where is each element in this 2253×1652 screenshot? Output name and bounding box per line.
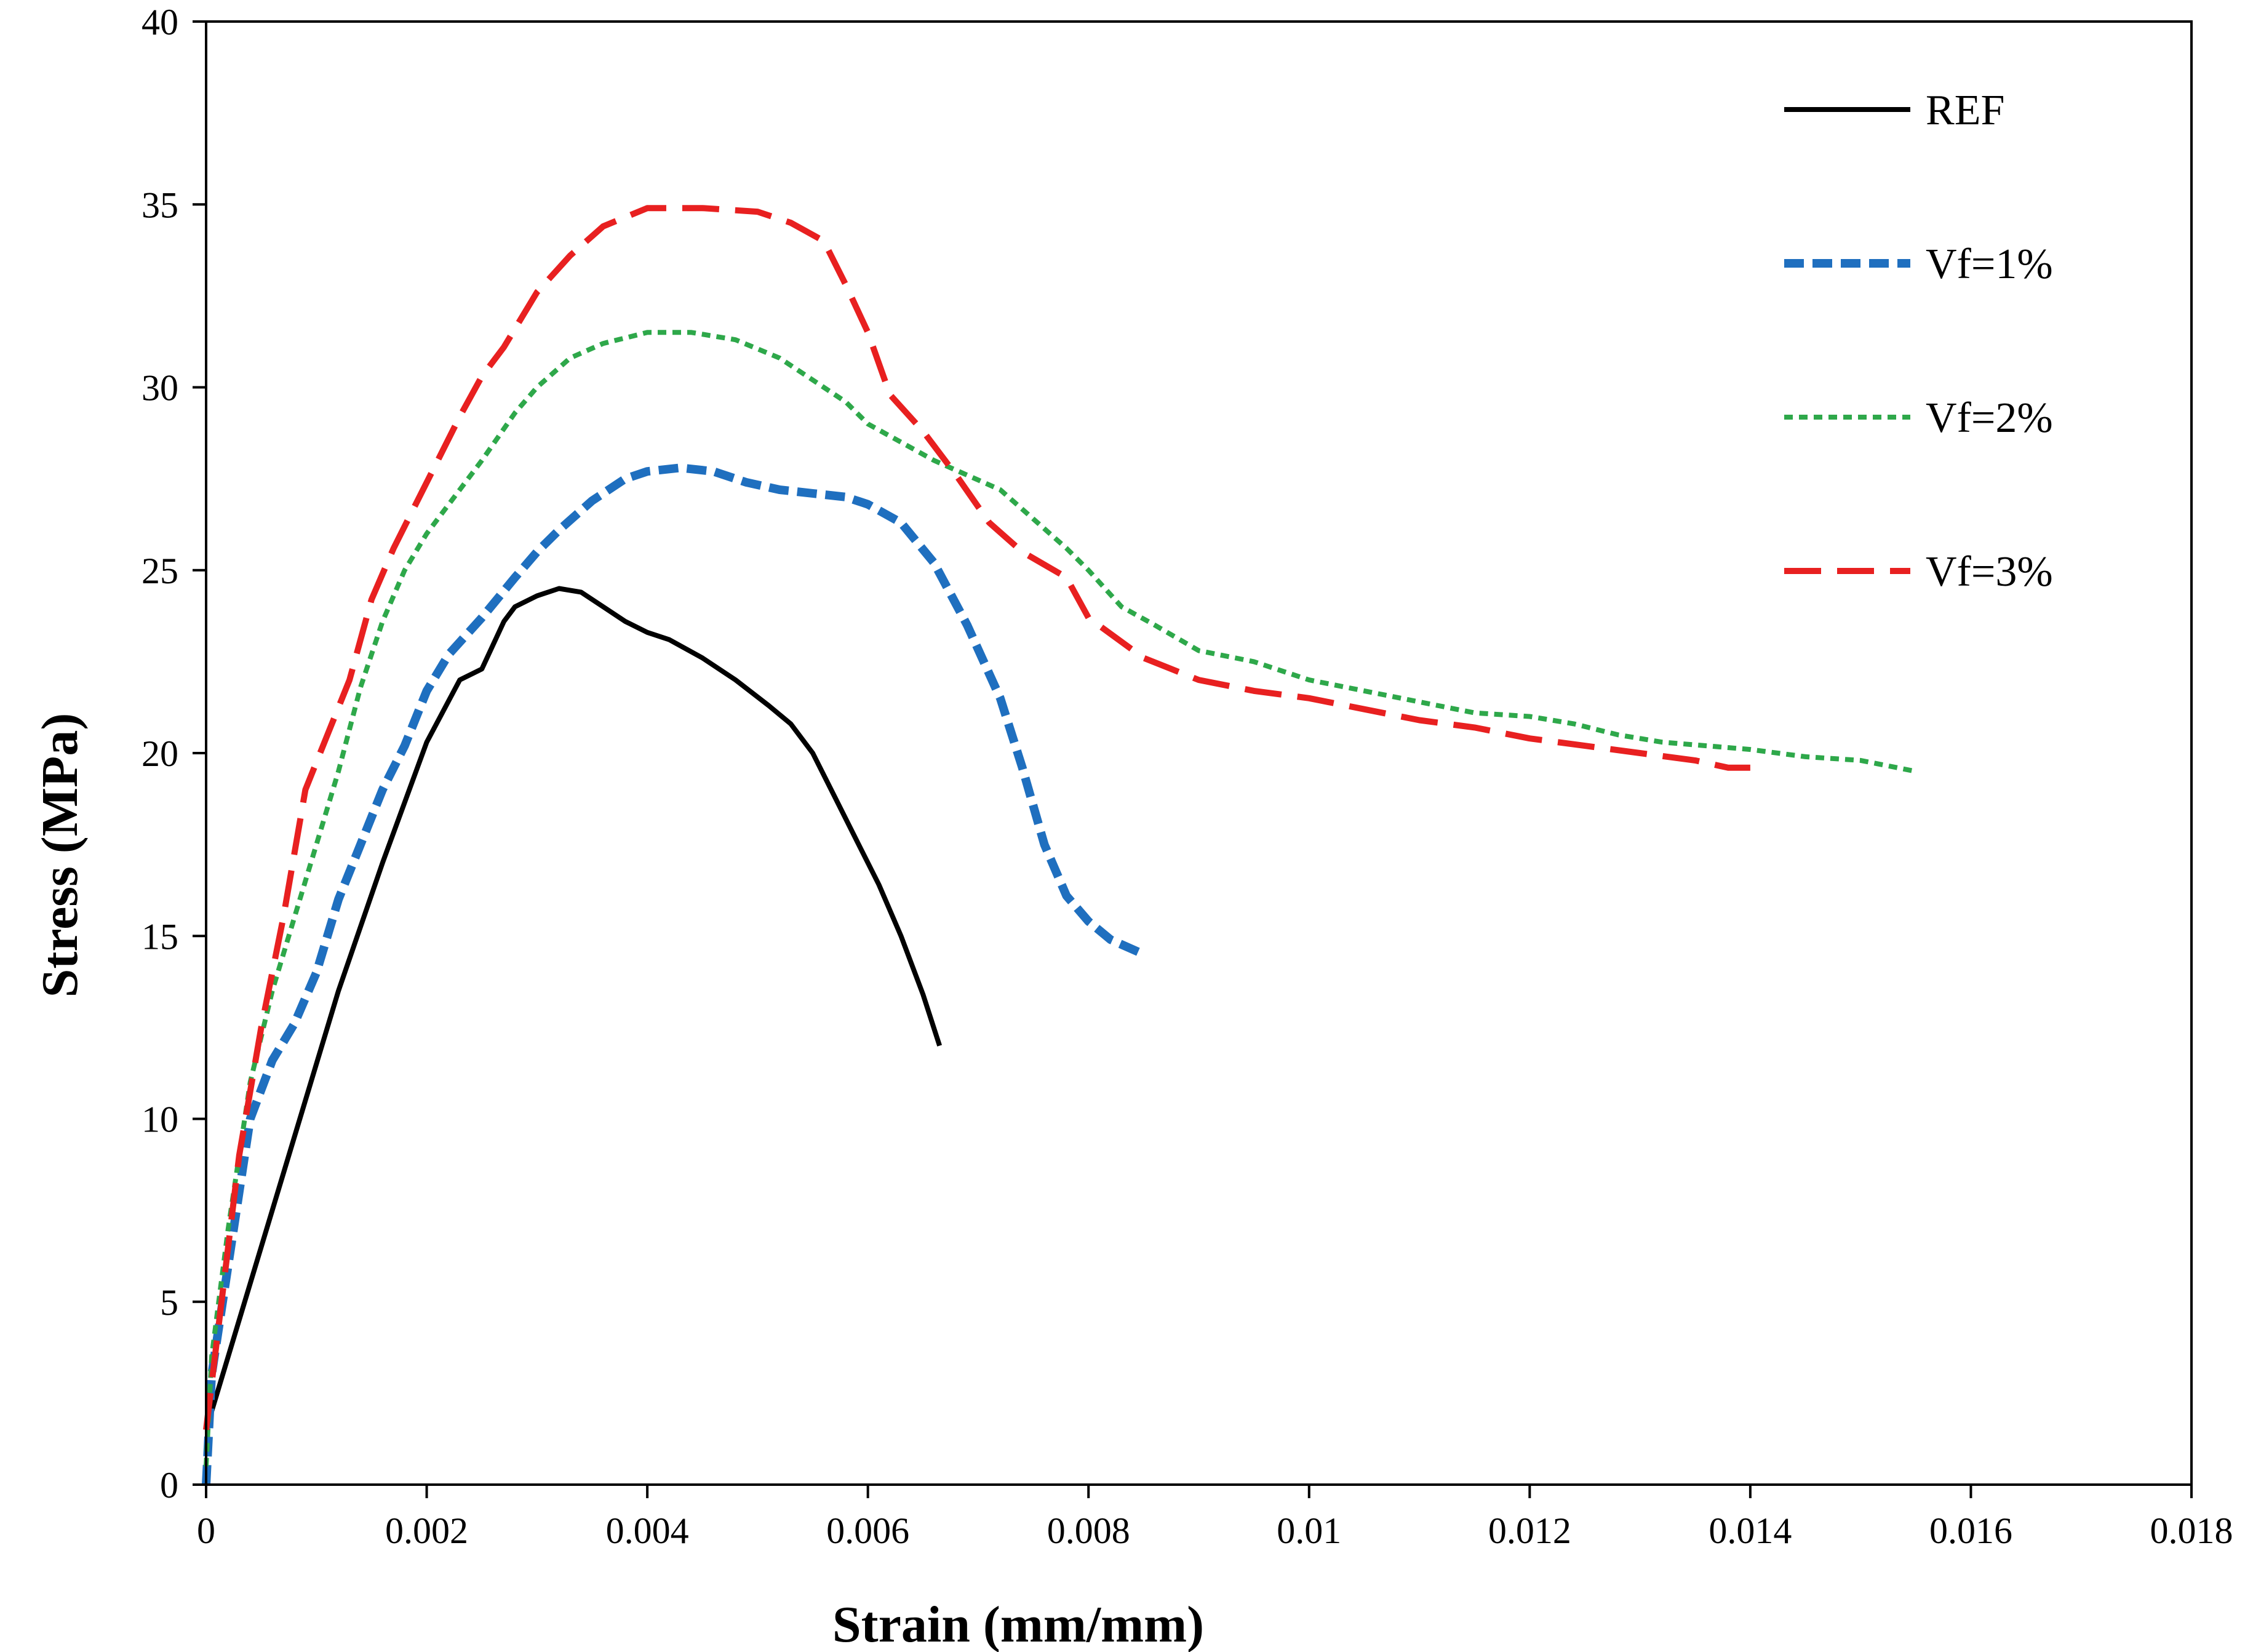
- legend-label: REF: [1926, 87, 2004, 134]
- y-tick-label: 20: [142, 733, 178, 774]
- x-tick-label: 0.008: [1047, 1510, 1130, 1551]
- x-tick-label: 0.004: [606, 1510, 689, 1551]
- series-layer: [202, 205, 1916, 1485]
- y-tick-label: 5: [160, 1282, 178, 1323]
- legend-label: Vf=3%: [1926, 548, 2053, 596]
- x-tick-label: 0.002: [385, 1510, 468, 1551]
- x-tick-label: 0.006: [826, 1510, 909, 1551]
- y-tick-label: 25: [142, 551, 178, 591]
- series-line-vf-3-: [203, 205, 1750, 1431]
- y-tick-label: 30: [142, 368, 178, 409]
- y-tick-label: 15: [142, 916, 178, 957]
- legend-label: Vf=1%: [1926, 241, 2053, 288]
- x-axis-title: Strain (mm/mm): [832, 1596, 1204, 1652]
- plot-frame: [205, 20, 2193, 1486]
- y-axis-title: Stress (MPa): [31, 713, 89, 998]
- y-tick-label: 10: [142, 1099, 178, 1140]
- legend-label: Vf=2%: [1926, 394, 2053, 442]
- y-tick-label: 0: [160, 1465, 178, 1506]
- x-tick-label: 0.018: [2150, 1510, 2233, 1551]
- x-tick-label: 0.012: [1488, 1510, 1571, 1551]
- x-tick-label: 0.01: [1277, 1510, 1341, 1551]
- x-tick-label: 0.014: [1709, 1510, 1792, 1551]
- x-tick-label: 0: [197, 1510, 215, 1551]
- y-tick-label: 35: [142, 185, 178, 225]
- axes-layer: [205, 20, 2193, 1486]
- y-tick-label: 40: [142, 2, 178, 42]
- x-tick-label: 0.016: [1929, 1510, 2012, 1551]
- series-line-vf-1-: [202, 463, 1146, 1485]
- ticks-layer: 0 0.002 0.004 0.006 0.008 0.01 0.012 0.014 0.016…: [142, 2, 2233, 1551]
- legend: REF Vf=1% Vf=2% Vf=3%: [1784, 87, 2053, 596]
- series-line-vf-2-: [204, 330, 1916, 1467]
- series-line-ref: [204, 586, 943, 1431]
